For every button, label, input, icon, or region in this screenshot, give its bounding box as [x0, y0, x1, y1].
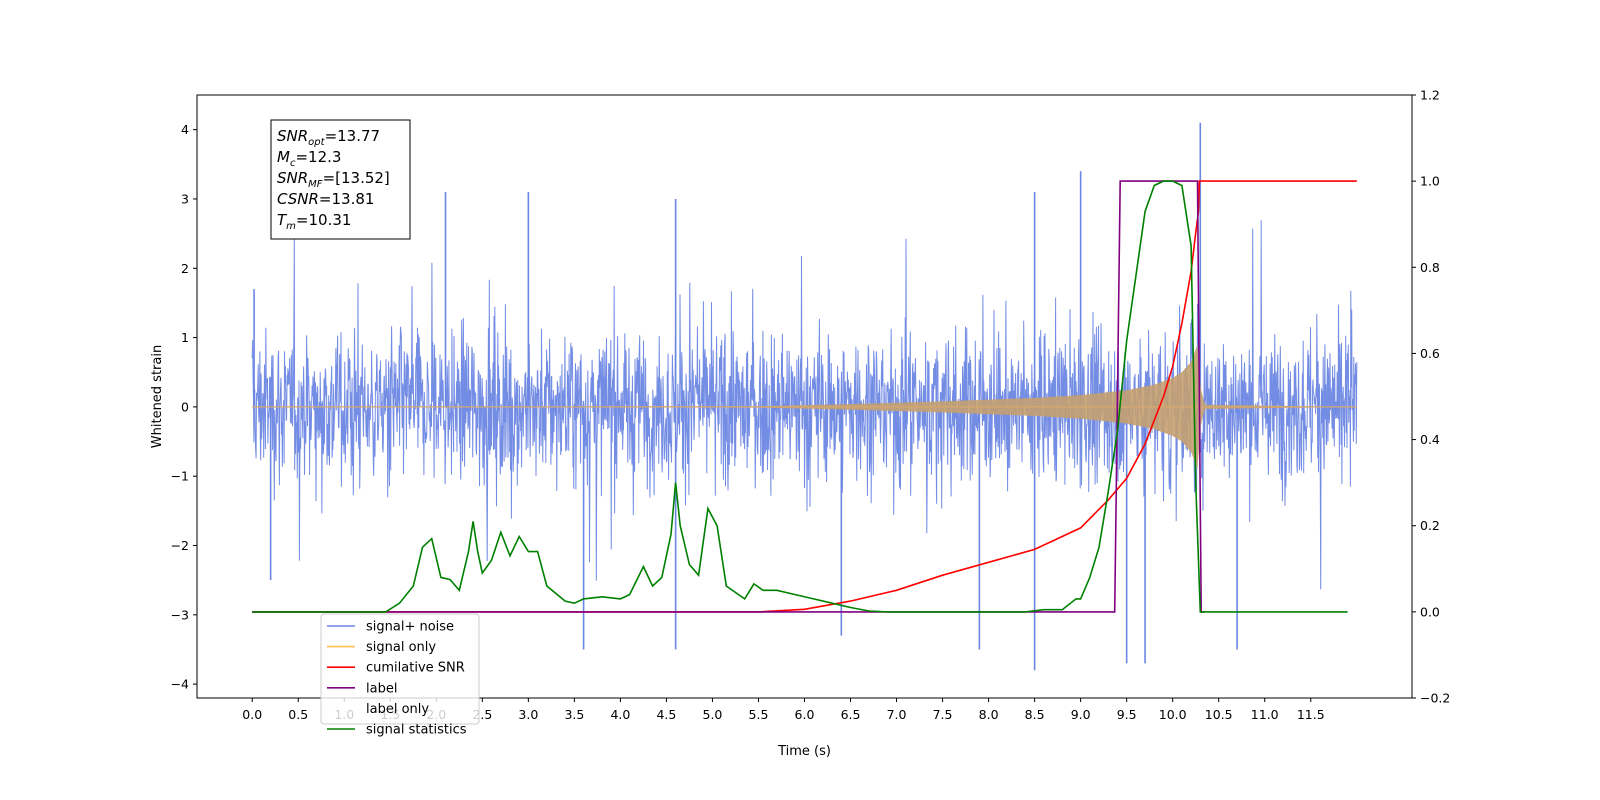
y-left-tick-label: 0 [181, 399, 189, 414]
x-tick-label: 6.0 [795, 707, 815, 722]
stats-box-frame [270, 119, 411, 240]
y-left-tick-label: 4 [181, 122, 189, 137]
y-left-tick-label: 3 [181, 191, 189, 206]
x-tick-label: 8.5 [1025, 707, 1045, 722]
stat-line: Mc=12.3 [277, 148, 341, 169]
x-tick-label: 11.5 [1297, 707, 1325, 722]
x-tick-label: 9.0 [1071, 707, 1091, 722]
y-left-tick-label: −3 [171, 607, 189, 622]
x-tick-label: 10.5 [1205, 707, 1233, 722]
x-tick-label: 0.5 [288, 707, 308, 722]
x-axis-label: Time (s) [777, 744, 831, 759]
x-tick-label: 11.0 [1251, 707, 1279, 722]
x-tick-label: 3.5 [564, 707, 584, 722]
x-tick-label: 4.0 [610, 707, 630, 722]
y-left-tick-label: −2 [171, 538, 189, 553]
y-axis-label: Whitened strain [150, 345, 165, 448]
stat-line: Tm=10.31 [277, 211, 351, 232]
y-right-tick-label: 0.4 [1420, 432, 1440, 447]
y-right-tick-label: 0.8 [1420, 260, 1440, 275]
legend-entry: label only [366, 702, 429, 717]
legend-entry: label [366, 681, 397, 696]
legend-entry: signal statistics [366, 723, 467, 738]
x-tick-label: 7.5 [933, 707, 953, 722]
legend-entry: cumilative SNR [366, 661, 465, 676]
x-tick-label: 3.0 [518, 707, 538, 722]
stats-box: SNRopt=13.77Mc=12.3SNRMF=[13.52]CSNR=13.… [270, 119, 411, 240]
series-layer [251, 122, 1358, 671]
stat-line: CSNR=13.81 [277, 190, 374, 208]
y-left-tick-label: −4 [171, 677, 189, 692]
y-right-axis-ticks: −0.2 0.0 0.2 0.4 0.6 0.8 1.0 1.2 [1412, 88, 1450, 706]
stat-line: SNRMF=[13.52] [277, 169, 390, 190]
x-tick-label: 5.0 [703, 707, 723, 722]
stat-line: SNRopt=13.77 [277, 127, 380, 148]
y-right-tick-label: 0.6 [1420, 346, 1440, 361]
y-left-tick-label: 1 [181, 330, 189, 345]
x-tick-label: 7.0 [887, 707, 907, 722]
y-right-tick-label: 1.0 [1420, 174, 1440, 189]
x-tick-label: 10.0 [1159, 707, 1187, 722]
x-tick-label: 5.5 [749, 707, 769, 722]
y-right-tick-label: −0.2 [1420, 691, 1450, 706]
x-tick-label: 0.0 [242, 707, 262, 722]
legend-entry: signal only [366, 640, 436, 655]
x-tick-label: 9.5 [1117, 707, 1137, 722]
y-right-tick-label: 0.0 [1420, 604, 1440, 619]
legend-entry: signal+ noise [366, 620, 454, 635]
x-tick-label: 4.5 [656, 707, 676, 722]
series-signal-statistics [252, 180, 1348, 613]
y-right-tick-label: 0.2 [1420, 518, 1440, 533]
x-tick-label: 8.0 [979, 707, 999, 722]
x-tick-label: 6.5 [841, 707, 861, 722]
y-left-axis-ticks: −4 −3 −2 −1 0 1 2 3 4 [171, 122, 197, 692]
y-left-tick-label: 2 [181, 261, 189, 276]
legend-frame [320, 613, 480, 725]
legend: signal+ noise signal only cumilative SNR la… [320, 613, 480, 738]
y-left-tick-label: −1 [171, 469, 189, 484]
y-right-tick-label: 1.2 [1420, 88, 1440, 103]
